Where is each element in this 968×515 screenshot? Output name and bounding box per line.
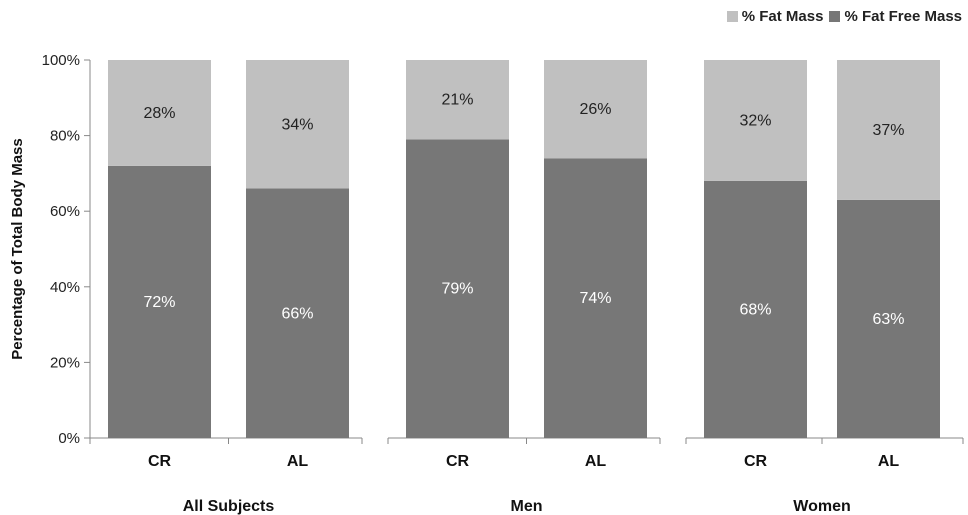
bar-segment-fat <box>108 60 211 166</box>
bar-segment-fat <box>544 60 647 159</box>
group-label: Women <box>793 498 850 515</box>
data-label-fat-free: 63% <box>872 311 904 328</box>
bar-segment-fat-free <box>704 180 807 438</box>
x-category-label: AL <box>287 453 309 470</box>
x-category-label: CR <box>446 453 470 470</box>
y-tick-label: 20% <box>50 354 80 371</box>
bar-segment-fat-free <box>246 188 349 438</box>
bar-segment-fat-free <box>108 165 211 438</box>
legend-swatch-fat-free-mass <box>829 11 841 22</box>
bar-segment-fat <box>246 60 349 189</box>
bar-segment-fat <box>406 60 509 140</box>
group-label: Men <box>511 498 543 515</box>
legend-swatch-fat-mass <box>726 11 738 22</box>
legend-label-fat-free-mass: % Fat Free Mass <box>844 8 962 25</box>
x-category-label: AL <box>878 453 900 470</box>
data-label-fat-free: 79% <box>441 281 473 298</box>
bar-segment-fat-free <box>544 158 647 438</box>
data-label-fat-free: 72% <box>143 294 175 311</box>
legend: % Fat Mass % Fat Free Mass <box>726 8 962 25</box>
bar-segment-fat-free <box>406 139 509 438</box>
group-label: All Subjects <box>183 498 275 515</box>
bar-segment-fat <box>837 60 940 200</box>
y-axis-title: Percentage of Total Body Mass <box>9 138 26 359</box>
legend-item-fat-free-mass: % Fat Free Mass <box>829 8 962 25</box>
data-label-fat-free: 66% <box>281 305 313 322</box>
data-label-fat-free: 74% <box>579 290 611 307</box>
data-label-fat-free: 68% <box>739 301 771 318</box>
data-label-fat: 37% <box>872 122 904 139</box>
x-category-label: CR <box>148 453 172 470</box>
data-label-fat: 34% <box>281 116 313 133</box>
data-label-fat: 32% <box>739 112 771 129</box>
y-tick-label: 60% <box>50 203 80 220</box>
x-category-label: CR <box>744 453 768 470</box>
data-label-fat: 28% <box>143 105 175 122</box>
y-tick-label: 100% <box>42 52 80 69</box>
data-label-fat: 21% <box>441 92 473 109</box>
legend-label-fat-mass: % Fat Mass <box>741 8 824 25</box>
bar-segment-fat-free <box>837 199 940 438</box>
data-label-fat: 26% <box>579 101 611 118</box>
y-tick-label: 0% <box>58 430 80 447</box>
y-tick-label: 40% <box>50 279 80 296</box>
legend-item-fat-mass: % Fat Mass <box>726 8 824 25</box>
y-tick-label: 80% <box>50 128 80 145</box>
bar-segment-fat <box>704 60 807 181</box>
x-category-label: AL <box>585 453 607 470</box>
